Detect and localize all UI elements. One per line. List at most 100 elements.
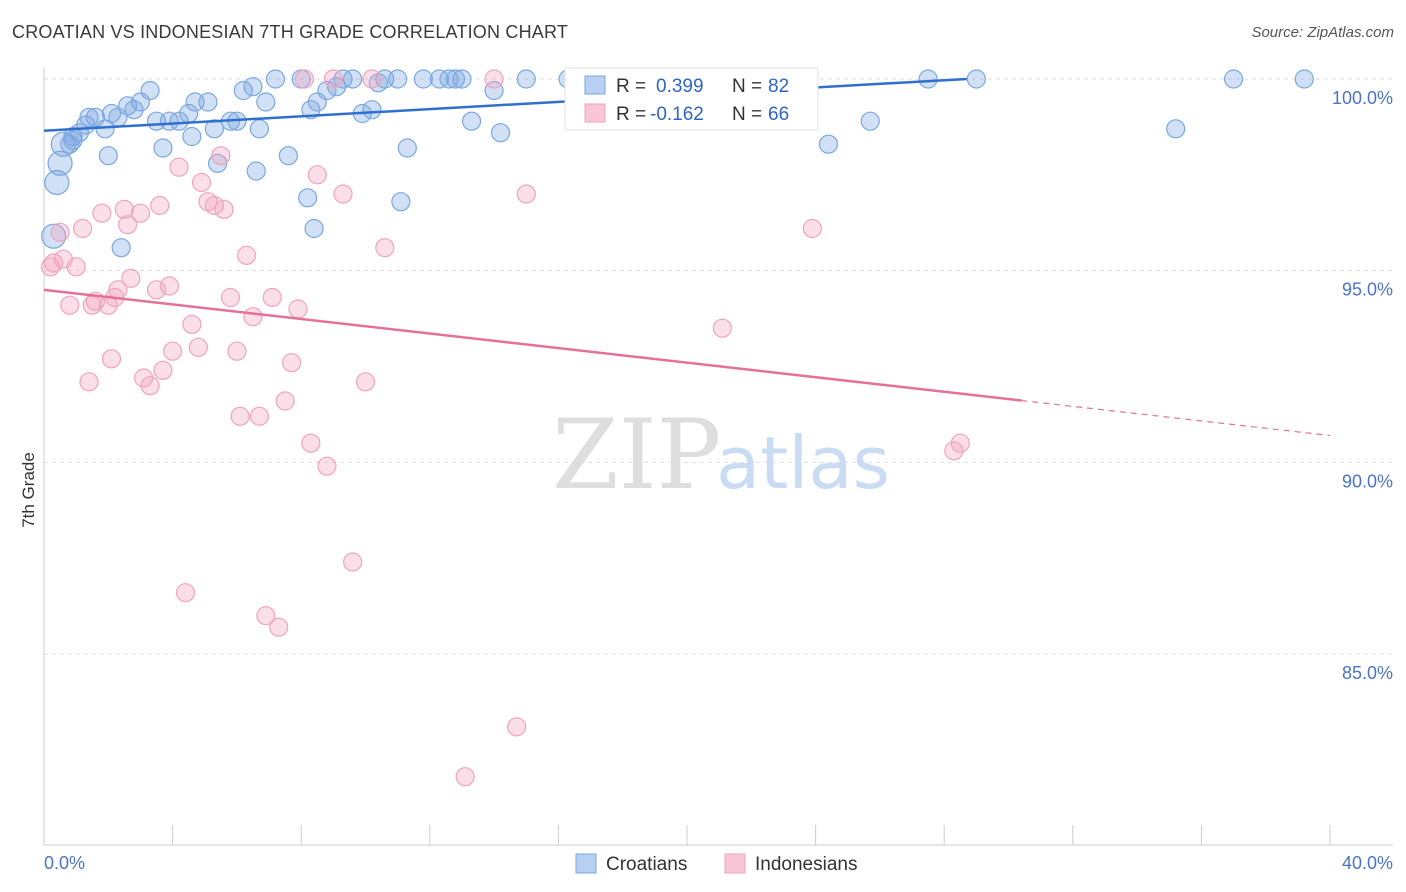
- point-indonesians-10: [92, 203, 112, 223]
- point-indonesians-53: [343, 552, 363, 572]
- point-indonesians-43: [269, 617, 289, 637]
- legend-n-value-2: 66: [768, 104, 789, 125]
- point-indonesians-17: [121, 268, 141, 288]
- point-indonesians-54: [355, 372, 376, 392]
- point-indonesians-7: [79, 372, 99, 392]
- point-croatians-42: [429, 69, 450, 89]
- point-croatians-34: [326, 77, 347, 97]
- point-indonesians-37: [230, 406, 250, 426]
- point-indonesians-58: [484, 69, 504, 89]
- point-croatians-2: [47, 150, 73, 176]
- point-croatians-63: [153, 138, 173, 158]
- point-indonesians-19: [134, 368, 154, 388]
- point-indonesians-5: [66, 257, 86, 277]
- point-indonesians-16: [117, 215, 138, 235]
- point-croatians-64: [246, 161, 266, 181]
- point-indonesians-38: [236, 245, 257, 265]
- point-croatians-12: [124, 100, 144, 120]
- chart-title: CROATIAN VS INDONESIAN 7TH GRADE CORRELA…: [12, 22, 569, 42]
- point-indonesians-51: [323, 69, 343, 89]
- point-indonesians-35: [220, 287, 241, 308]
- point-indonesians-47: [294, 69, 315, 89]
- point-croatians-55: [818, 134, 839, 154]
- point-croatians-69: [397, 138, 417, 158]
- point-croatians-0: [41, 223, 67, 249]
- watermark-atlas: atlas: [716, 421, 890, 505]
- point-croatians-62: [98, 146, 118, 166]
- axes: [43, 68, 1393, 846]
- x-tick-left: 0.0%: [44, 853, 85, 873]
- series-indonesians: [40, 69, 970, 787]
- point-indonesians-34: [214, 199, 234, 219]
- point-indonesians-23: [153, 360, 173, 380]
- point-croatians-60: [1223, 69, 1244, 89]
- point-croatians-58: [966, 69, 986, 89]
- watermark-zip: ZIP: [552, 399, 721, 511]
- point-croatians-45: [461, 111, 482, 131]
- y-tick-label-3: 85.0%: [1342, 663, 1393, 683]
- legend-swatch-croatians: [584, 75, 606, 95]
- point-croatians-57: [918, 69, 938, 89]
- legend-r-label-2: R =: [616, 104, 646, 125]
- point-croatians-3: [50, 131, 76, 157]
- point-croatians-66: [304, 218, 324, 239]
- point-croatians-41: [413, 69, 433, 89]
- point-croatians-14: [140, 80, 160, 101]
- trend-line-extension-indonesians: [1021, 399, 1331, 437]
- legend-frame: [564, 67, 819, 131]
- point-indonesians-59: [507, 717, 527, 737]
- point-croatians-61: [1294, 69, 1314, 89]
- y-tick-label-2: 90.0%: [1342, 471, 1393, 491]
- point-croatians-73: [208, 153, 228, 173]
- point-croatians-47: [490, 123, 511, 143]
- point-indonesians-42: [262, 287, 282, 308]
- point-indonesians-64: [944, 441, 964, 461]
- point-indonesians-28: [182, 314, 202, 334]
- point-indonesians-21: [146, 280, 167, 300]
- point-indonesians-20: [140, 376, 160, 396]
- legend-n-label-2: N =: [732, 104, 762, 125]
- point-indonesians-40: [249, 406, 270, 426]
- point-croatians-46: [484, 80, 504, 101]
- legend-box: R = 0.399 N = 82 R = -0.162 N = 66: [564, 67, 819, 131]
- y-tick-labels: 100.0% 95.0% 90.0% 85.0%: [1332, 88, 1393, 683]
- point-indonesians-29: [188, 337, 208, 357]
- bottom-legend-croatians: Croatians: [606, 854, 687, 875]
- legend-n-label-1: N =: [732, 76, 762, 97]
- legend-r-value-2: -0.162: [650, 104, 704, 125]
- point-croatians-28: [265, 69, 286, 89]
- bottom-legend: Croatians Indonesians: [575, 853, 857, 875]
- trend-line-indonesians: [43, 288, 1022, 402]
- point-indonesians-25: [163, 341, 183, 361]
- point-indonesians-27: [175, 583, 196, 603]
- point-croatians-29: [278, 146, 298, 166]
- point-croatians-1: [44, 169, 70, 196]
- point-indonesians-41: [256, 606, 276, 626]
- point-croatians-25: [243, 77, 263, 97]
- point-indonesians-48: [301, 433, 321, 453]
- point-indonesians-65: [950, 433, 970, 453]
- point-indonesians-39: [243, 307, 263, 327]
- point-croatians-68: [391, 192, 411, 212]
- x-tick-right: 40.0%: [1342, 853, 1393, 873]
- point-croatians-8: [79, 107, 99, 127]
- point-croatians-17: [169, 111, 189, 131]
- legend-r-label-1: R =: [616, 76, 646, 97]
- point-indonesians-26: [169, 157, 189, 177]
- y-tick-label-1: 95.0%: [1342, 280, 1393, 300]
- bottom-legend-indonesians: Indonesians: [755, 854, 857, 875]
- point-indonesians-32: [204, 195, 224, 216]
- point-indonesians-50: [317, 456, 337, 476]
- point-indonesians-30: [191, 172, 212, 193]
- point-indonesians-33: [211, 146, 231, 166]
- point-croatians-36: [343, 69, 363, 89]
- legend-n-value-1: 82: [768, 76, 789, 97]
- point-indonesians-12: [101, 349, 122, 369]
- trend-line-croatians: [43, 77, 967, 132]
- point-indonesians-18: [130, 203, 151, 223]
- point-croatians-21: [204, 119, 224, 139]
- point-croatians-31: [301, 100, 321, 120]
- point-indonesians-57: [455, 767, 475, 787]
- point-croatians-40: [388, 69, 408, 89]
